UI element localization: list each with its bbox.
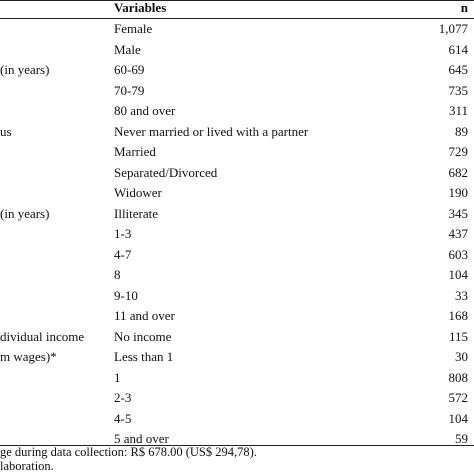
n-cell: 59 <box>455 431 468 446</box>
n-cell: 645 <box>448 62 469 77</box>
variable-cell: Never married or lived with a partner <box>114 123 309 139</box>
n-cell: 168 <box>448 308 469 323</box>
n-cell: 89 <box>455 123 468 139</box>
top-rule <box>0 0 474 1</box>
variable-cell: Illiterate <box>114 205 159 221</box>
n-cell: 437 <box>448 226 469 241</box>
variable-cell: Male <box>114 41 141 57</box>
footnote: ge during data collection: R$ 678.00 (US… <box>0 445 257 459</box>
n-cell: 735 <box>448 82 469 98</box>
n-cell: 311 <box>448 103 468 118</box>
n-cell: 572 <box>448 390 469 405</box>
variable-cell: 60-69 <box>114 62 145 77</box>
variable-cell: 8 <box>114 267 121 282</box>
n-cell: 808 <box>448 369 469 385</box>
bottom-rule <box>0 445 474 446</box>
header-cell: n <box>460 0 468 15</box>
n-cell: 729 <box>448 144 469 159</box>
group-label: us <box>0 123 12 139</box>
n-cell: 115 <box>448 328 468 344</box>
variable-cell: 70-79 <box>114 82 145 98</box>
n-cell: 30 <box>455 349 468 364</box>
n-cell: 33 <box>455 287 468 303</box>
variable-cell: Widower <box>114 185 162 200</box>
n-cell: 682 <box>448 164 469 180</box>
group-label: (in years) <box>0 205 50 221</box>
variable-cell: No income <box>114 328 172 344</box>
variable-cell: Less than 1 <box>114 349 174 364</box>
group-label: (in years) <box>0 62 50 77</box>
variable-cell: Married <box>114 144 156 159</box>
n-cell: 104 <box>448 410 469 426</box>
n-cell: 190 <box>448 185 469 200</box>
variable-cell: 80 and over <box>114 103 176 118</box>
header-rule <box>0 18 474 19</box>
variable-cell: 4-5 <box>114 410 132 426</box>
group-label: m wages)* <box>0 349 57 364</box>
variable-cell: 11 and over <box>114 308 175 323</box>
n-cell: 104 <box>448 267 469 282</box>
n-cell: 603 <box>448 246 469 262</box>
variable-cell: Separated/Divorced <box>114 164 218 180</box>
variable-cell: 9-10 <box>114 287 138 303</box>
variable-cell: 4-7 <box>114 246 132 262</box>
n-cell: 614 <box>448 41 469 57</box>
group-label: dividual income <box>0 328 85 344</box>
footnote: laboration. <box>0 459 54 473</box>
variable-cell: Female <box>114 21 153 36</box>
variable-cell: 2-3 <box>114 390 132 405</box>
variable-cell: 1-3 <box>114 226 132 241</box>
header-cell: Variables <box>114 0 167 15</box>
n-cell: 1,077 <box>438 21 468 36</box>
n-cell: 345 <box>448 205 469 221</box>
variable-cell: 5 and over <box>114 431 169 446</box>
variable-cell: 1 <box>114 369 121 385</box>
